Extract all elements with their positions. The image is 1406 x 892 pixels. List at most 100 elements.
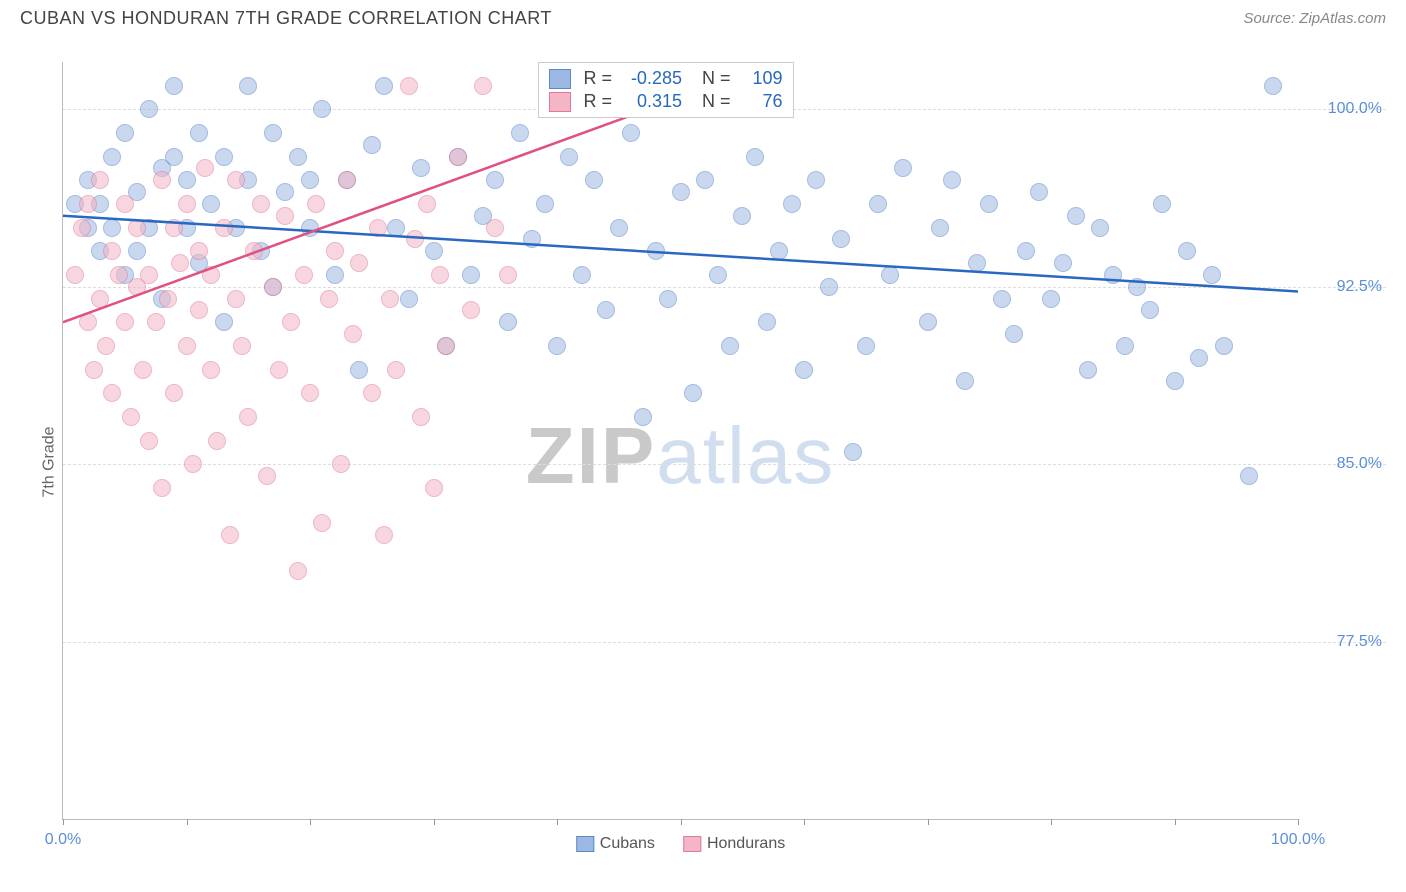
x-tick: [187, 819, 188, 825]
scatter-point: [276, 183, 294, 201]
scatter-point: [610, 219, 628, 237]
scatter-point: [1042, 290, 1060, 308]
scatter-point: [91, 290, 109, 308]
scatter-point: [313, 100, 331, 118]
scatter-point: [178, 195, 196, 213]
scatter-point: [634, 408, 652, 426]
scatter-point: [301, 171, 319, 189]
scatter-point: [400, 77, 418, 95]
scatter-point: [709, 266, 727, 284]
scatter-point: [215, 219, 233, 237]
scatter-point: [301, 219, 319, 237]
scatter-point: [857, 337, 875, 355]
scatter-point: [116, 124, 134, 142]
scatter-point: [178, 337, 196, 355]
scatter-point: [1079, 361, 1097, 379]
scatter-point: [289, 148, 307, 166]
scatter-point: [295, 266, 313, 284]
x-tick: [681, 819, 682, 825]
scatter-point: [258, 467, 276, 485]
scatter-point: [1067, 207, 1085, 225]
scatter-point: [425, 479, 443, 497]
scatter-point: [573, 266, 591, 284]
legend-row: R =0.315N =76: [549, 90, 782, 113]
scatter-point: [387, 219, 405, 237]
x-tick: [434, 819, 435, 825]
scatter-point: [486, 219, 504, 237]
scatter-point: [264, 278, 282, 296]
scatter-point: [956, 372, 974, 390]
scatter-point: [215, 148, 233, 166]
scatter-point: [783, 195, 801, 213]
scatter-point: [672, 183, 690, 201]
scatter-point: [307, 195, 325, 213]
scatter-point: [165, 219, 183, 237]
scatter-point: [684, 384, 702, 402]
scatter-point: [208, 432, 226, 450]
scatter-point: [1141, 301, 1159, 319]
scatter-point: [449, 148, 467, 166]
scatter-point: [721, 337, 739, 355]
scatter-point: [103, 219, 121, 237]
scatter-point: [425, 242, 443, 260]
scatter-point: [1153, 195, 1171, 213]
scatter-point: [597, 301, 615, 319]
x-tick: [1051, 819, 1052, 825]
legend-swatch: [683, 836, 701, 852]
x-tick: [804, 819, 805, 825]
scatter-point: [116, 313, 134, 331]
scatter-point: [233, 337, 251, 355]
scatter-point: [1104, 266, 1122, 284]
scatter-point: [165, 384, 183, 402]
x-tick: [557, 819, 558, 825]
scatter-point: [196, 159, 214, 177]
scatter-point: [73, 219, 91, 237]
scatter-point: [536, 195, 554, 213]
y-tick-label: 77.5%: [1337, 633, 1382, 651]
scatter-point: [338, 171, 356, 189]
scatter-point: [282, 313, 300, 331]
scatter-point: [412, 408, 430, 426]
scatter-point: [320, 290, 338, 308]
scatter-point: [1215, 337, 1233, 355]
scatter-point: [499, 313, 517, 331]
scatter-point: [184, 455, 202, 473]
x-tick: [928, 819, 929, 825]
legend-label: Hondurans: [707, 835, 785, 853]
scatter-point: [1203, 266, 1221, 284]
scatter-point: [1240, 467, 1258, 485]
watermark: ZIPatlas: [526, 410, 835, 502]
x-tick: [310, 819, 311, 825]
scatter-point: [418, 195, 436, 213]
scatter-point: [894, 159, 912, 177]
x-tick: [1175, 819, 1176, 825]
scatter-point: [733, 207, 751, 225]
scatter-point: [350, 254, 368, 272]
chart-area: 7th Grade ZIPatlas 77.5%85.0%92.5%100.0%…: [18, 42, 1388, 882]
scatter-point: [97, 337, 115, 355]
scatter-point: [369, 219, 387, 237]
scatter-point: [79, 195, 97, 213]
plot-region: ZIPatlas 77.5%85.0%92.5%100.0%0.0%100.0%…: [62, 62, 1298, 820]
y-tick-label: 92.5%: [1337, 278, 1382, 296]
scatter-point: [128, 219, 146, 237]
scatter-point: [165, 77, 183, 95]
scatter-point: [190, 124, 208, 142]
scatter-point: [140, 100, 158, 118]
scatter-point: [1264, 77, 1282, 95]
scatter-point: [1190, 349, 1208, 367]
scatter-point: [548, 337, 566, 355]
scatter-point: [326, 266, 344, 284]
scatter-point: [202, 195, 220, 213]
scatter-point: [523, 230, 541, 248]
scatter-point: [363, 384, 381, 402]
scatter-point: [1091, 219, 1109, 237]
x-tick-label: 0.0%: [45, 831, 81, 849]
scatter-point: [943, 171, 961, 189]
scatter-point: [486, 171, 504, 189]
x-tick-label: 100.0%: [1271, 831, 1325, 849]
scatter-point: [227, 290, 245, 308]
scatter-point: [659, 290, 677, 308]
scatter-point: [881, 266, 899, 284]
scatter-point: [406, 230, 424, 248]
